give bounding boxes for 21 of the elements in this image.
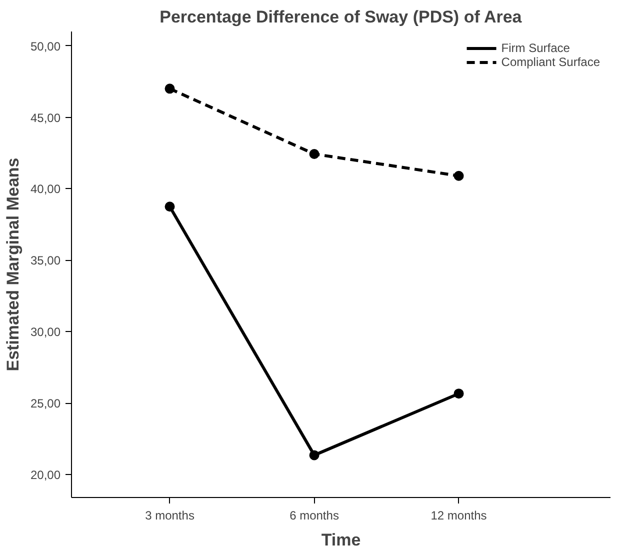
point — [309, 149, 320, 159]
y-tick-label: 20,00 — [30, 468, 61, 482]
y-tick-label: 50,00 — [30, 39, 61, 54]
y-axis-title: Estimated Marginal Means — [3, 158, 22, 372]
x-tick-label: 12 months — [430, 508, 487, 522]
y-tick-label: 45,00 — [30, 110, 61, 125]
y-tick-label: 25,00 — [30, 396, 61, 411]
x-tick-label: 3 months — [145, 508, 194, 522]
chart-title: Percentage Difference of Sway (PDS) of Area — [160, 8, 522, 26]
y-tick-label: 35,00 — [30, 254, 61, 268]
legend-label: Firm Surface — [501, 41, 570, 55]
y-tick-label: 40,00 — [30, 182, 61, 196]
point — [454, 388, 464, 399]
x-tick-label: 6 months — [290, 508, 339, 522]
legend-label: Compliant Surface — [501, 55, 600, 69]
point — [164, 84, 175, 94]
point — [309, 450, 320, 460]
point — [164, 202, 175, 212]
y-tick-label: 30,00 — [30, 325, 61, 340]
point — [454, 170, 464, 181]
x-axis-title: Time — [321, 530, 361, 550]
